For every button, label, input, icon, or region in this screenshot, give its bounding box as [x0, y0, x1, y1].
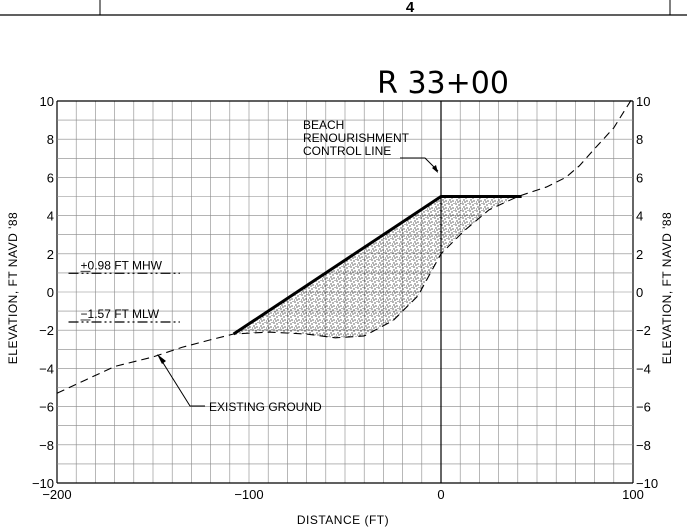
y-tick-label-left: 6: [47, 170, 54, 185]
y-tick-label-right: −4: [636, 361, 651, 376]
mlw-label: −1.57 FT MLW: [81, 307, 160, 321]
y-tick-label-right: −6: [636, 400, 651, 415]
x-tick-label: −100: [234, 487, 263, 502]
x-tick-label: −200: [42, 487, 71, 502]
control-line-label: CONTROL LINE: [303, 144, 391, 158]
fill-area: [233, 196, 522, 338]
control-line-arrow: [432, 165, 438, 173]
y-tick-label-right: −10: [636, 476, 658, 491]
existing-ground-label: EXISTING GROUND: [209, 400, 322, 414]
y-tick-label-right: 8: [636, 132, 643, 147]
existing-ground-leader: [159, 357, 205, 407]
y-tick-label-right: −2: [636, 323, 651, 338]
x-tick-label: 100: [622, 487, 644, 502]
y-tick-label-left: 2: [47, 247, 54, 262]
y-tick-label-right: −8: [636, 438, 651, 453]
y-tick-label-right: 4: [636, 209, 643, 224]
fill-layer: [233, 196, 522, 338]
control-line-leader: [400, 157, 439, 172]
y-tick-label-left: −8: [39, 438, 54, 453]
series-layer: [56, 96, 634, 394]
grid: [56, 100, 634, 484]
y-tick-label-left: 10: [40, 94, 54, 109]
existing-ground-arrow: [157, 354, 166, 364]
y-tick-label-left: 0: [47, 285, 54, 300]
sheet-number: 4: [406, 0, 415, 16]
chart-title: R 33+00: [377, 66, 509, 101]
mhw-label: +0.98 FT MHW: [81, 258, 163, 272]
y-tick-label-right: 10: [636, 94, 650, 109]
control-line-label: RENOURISHMENT: [303, 131, 410, 145]
y-tick-label-right: 6: [636, 170, 643, 185]
x-axis-label: DISTANCE (FT): [297, 513, 389, 527]
x-tick-label: 0: [437, 487, 444, 502]
y-tick-label-left: 4: [47, 209, 54, 224]
reference-levels: +0.98 FT MHW −1.57 FT MLW: [68, 258, 180, 323]
y-tick-label-right: 0: [636, 285, 643, 300]
control-line-label: BEACH: [303, 118, 344, 132]
y-tick-label-left: −2: [39, 323, 54, 338]
y-tick-label-left: 8: [47, 132, 54, 147]
design-template-line: [232, 195, 522, 336]
y-axis-label-right: ELEVATION, FT NAVD '88: [660, 212, 674, 364]
y-tick-label-left: −6: [39, 400, 54, 415]
y-tick-label-left: −10: [32, 476, 54, 491]
y-axis-label-left: ELEVATION, FT NAVD '88: [6, 212, 20, 364]
existing-ground-line: [56, 96, 634, 394]
tick-labels: −200 −100 0 100−10 −10−8 −8−6 −6−4 −4−2 −20 02 24 4…: [32, 94, 658, 502]
y-tick-label-left: −4: [39, 361, 54, 376]
header-table: 4: [0, 0, 687, 16]
y-tick-label-right: 2: [636, 247, 643, 262]
